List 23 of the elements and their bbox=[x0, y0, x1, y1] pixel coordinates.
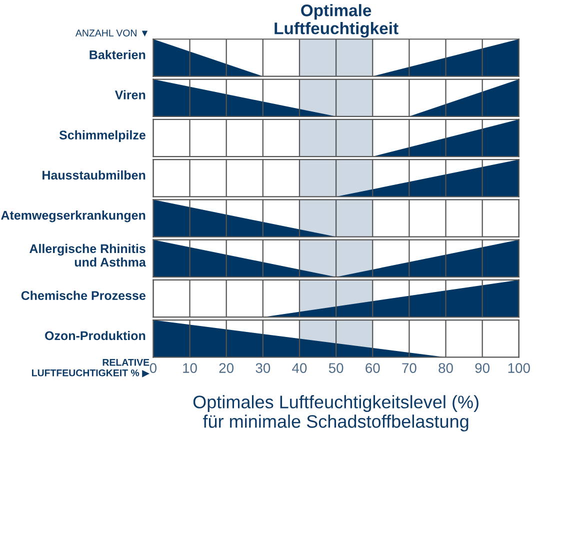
y-axis-title: Ozon-Produktion bbox=[45, 330, 146, 340]
x-tick-label: 90 bbox=[475, 363, 490, 373]
y-axis-title: Hausstaubmilben bbox=[42, 170, 146, 180]
y-axis-title: Viren bbox=[114, 90, 146, 100]
text: RELATIVE LUFTFEUCHTIGKEIT % ▶ bbox=[32, 359, 150, 378]
x-tick-label: 60 bbox=[366, 363, 380, 373]
x-tick-label: 50 bbox=[328, 363, 344, 373]
x-tick-label: 100 bbox=[508, 363, 530, 373]
x-tick-label: 30 bbox=[256, 363, 270, 373]
y-axis-title: Allergische Rhinitis und Asthma bbox=[30, 244, 146, 267]
y-axis-title: Schimmelpilze bbox=[59, 130, 146, 142]
x-axis-title: Optimales Luftfeuchtigkeitslevel (%) für minimale Schadstoffbelastung bbox=[193, 395, 478, 432]
x-tick-label: 0 bbox=[150, 363, 157, 373]
x-tick-label: 70 bbox=[402, 363, 416, 373]
y-axis-title: Chemische Prozesse bbox=[21, 290, 146, 300]
text: ANZAHL VON ▼ bbox=[75, 30, 148, 36]
band-label: Optimale Luftfeuchtigkeit bbox=[274, 4, 398, 38]
y-axis-title: Bakterien bbox=[90, 50, 146, 60]
x-tick-label: 80 bbox=[438, 363, 453, 373]
x-tick-label: 40 bbox=[292, 363, 307, 373]
y-axis-title: Atemwegserkrankungen bbox=[1, 210, 146, 222]
x-tick-label: 10 bbox=[183, 363, 197, 373]
x-tick-label: 20 bbox=[219, 363, 234, 373]
